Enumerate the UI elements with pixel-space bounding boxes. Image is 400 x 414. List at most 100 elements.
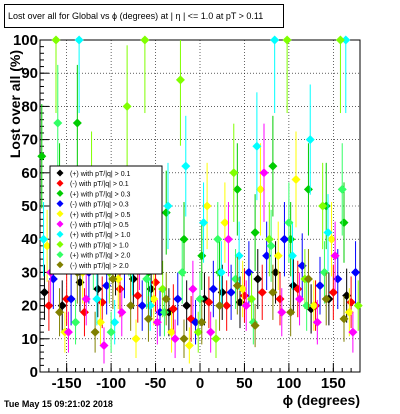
data-point xyxy=(315,281,325,291)
data-point xyxy=(55,307,65,317)
data-point xyxy=(122,101,132,111)
data-point xyxy=(170,334,180,344)
data-point xyxy=(302,301,312,311)
data-point xyxy=(202,201,212,211)
legend-entry: (-) with pT/|q| > 0.3 xyxy=(70,202,129,209)
y-tick-label: 40 xyxy=(21,231,38,248)
data-point xyxy=(173,294,183,304)
data-point xyxy=(215,301,225,311)
data-point xyxy=(193,327,203,337)
data-point xyxy=(277,307,287,317)
data-point xyxy=(181,161,191,171)
legend-entry: (+) with pT/|q| > 0.1 xyxy=(70,171,131,178)
data-point xyxy=(297,261,307,271)
data-point xyxy=(99,340,109,350)
series-7 xyxy=(51,35,363,359)
data-point xyxy=(312,317,322,327)
data-point xyxy=(335,35,345,45)
legend-entry: (+) with pT/|q| > 0.5 xyxy=(70,212,131,219)
data-point xyxy=(273,251,283,261)
data-point xyxy=(108,228,118,238)
y-tick-label: 100 xyxy=(13,32,38,49)
data-point xyxy=(250,228,260,238)
data-point xyxy=(348,327,358,337)
data-point xyxy=(286,307,296,317)
data-point xyxy=(69,218,79,228)
data-point xyxy=(143,267,153,277)
data-point xyxy=(37,151,47,161)
data-point xyxy=(55,184,65,194)
data-point xyxy=(216,267,226,277)
data-point xyxy=(128,274,138,284)
data-point xyxy=(197,317,207,327)
data-point xyxy=(56,218,66,228)
x-axis-label: ϕ (degrees) xyxy=(283,392,360,408)
data-point xyxy=(293,284,303,294)
data-point xyxy=(137,301,147,311)
data-point xyxy=(191,317,201,327)
data-point xyxy=(238,284,248,294)
data-point xyxy=(311,301,321,311)
data-point xyxy=(255,184,265,194)
data-point xyxy=(266,241,276,251)
legend-marker xyxy=(56,251,64,259)
y-tick-label: 80 xyxy=(21,98,38,115)
y-tick-label: 30 xyxy=(21,264,38,281)
data-point xyxy=(188,284,198,294)
data-point xyxy=(339,218,349,228)
data-point xyxy=(253,274,263,284)
data-point xyxy=(306,304,316,314)
data-point xyxy=(164,307,174,317)
data-point xyxy=(152,317,162,327)
data-point xyxy=(182,301,192,311)
data-point xyxy=(195,294,205,304)
data-point xyxy=(97,297,107,307)
data-point xyxy=(48,274,58,284)
legend-marker xyxy=(56,200,64,208)
data-point xyxy=(259,168,269,178)
y-tick-label: 20 xyxy=(21,298,38,315)
plot-frame xyxy=(39,39,361,373)
data-point xyxy=(235,297,245,307)
y-axis-label: Lost over all (%) xyxy=(7,50,23,158)
data-point xyxy=(287,251,297,261)
data-point xyxy=(199,294,209,304)
legend-entry: (-) with pT/|q| > 0.5 xyxy=(70,222,129,229)
data-point xyxy=(270,35,280,45)
x-tick-label: 0 xyxy=(196,375,204,392)
data-point xyxy=(213,234,223,244)
data-point xyxy=(239,291,249,301)
y-tick-label: 0 xyxy=(30,364,38,381)
x-tick-label: -150 xyxy=(52,375,82,392)
legend-box xyxy=(49,165,163,275)
data-point xyxy=(344,307,354,317)
data-point xyxy=(208,284,218,294)
data-point xyxy=(108,274,118,284)
data-point xyxy=(234,251,244,261)
x-tick-label: -100 xyxy=(96,375,126,392)
chart-title: Lost over all for Global vs ϕ (degrees) … xyxy=(4,4,284,28)
data-point xyxy=(186,314,196,324)
data-point xyxy=(211,334,221,344)
data-point xyxy=(295,294,305,304)
y-tick-label: 50 xyxy=(21,198,38,215)
y-tick-label: 10 xyxy=(21,331,38,348)
data-point xyxy=(39,287,49,297)
data-point xyxy=(71,317,81,327)
data-point xyxy=(110,317,120,327)
data-point xyxy=(90,327,100,337)
series-6 xyxy=(39,35,351,345)
data-point xyxy=(206,327,216,337)
data-point xyxy=(271,267,281,277)
data-point xyxy=(226,287,236,297)
data-point xyxy=(111,257,121,267)
data-point xyxy=(39,234,49,244)
data-point xyxy=(66,294,76,304)
data-point xyxy=(161,208,171,218)
legend-entry: (-) with pT/|q| > 1.0 xyxy=(70,242,129,249)
legend-marker xyxy=(56,189,64,197)
data-point xyxy=(127,257,137,267)
data-point xyxy=(275,294,285,304)
data-point xyxy=(222,301,232,311)
data-point xyxy=(288,281,298,291)
